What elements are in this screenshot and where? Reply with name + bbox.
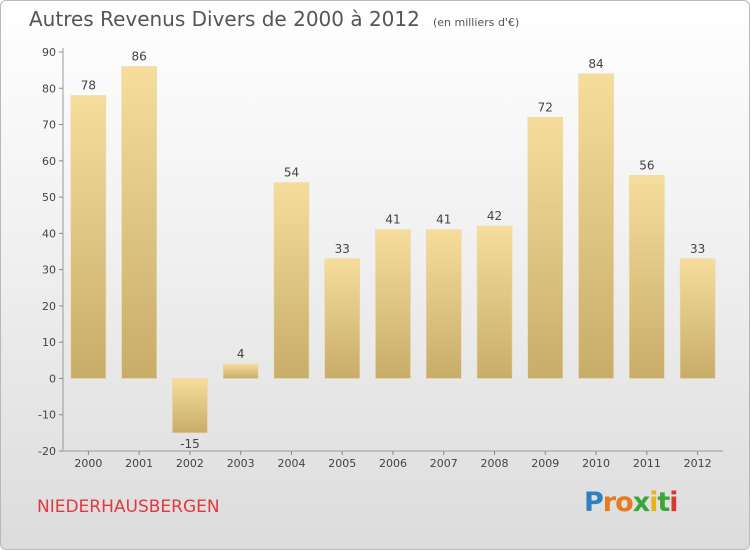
x-tick-label: 2003	[227, 457, 255, 470]
data-label: 56	[639, 158, 654, 172]
y-tick-label: 40	[42, 227, 56, 240]
y-tick-label: 0	[49, 372, 56, 385]
logo-letter: o	[615, 487, 634, 518]
data-label: -15	[180, 437, 200, 451]
bar	[324, 258, 360, 379]
y-tick-label: 90	[42, 46, 56, 59]
data-label: 41	[385, 213, 400, 227]
data-label: 4	[237, 347, 245, 361]
bar	[527, 117, 564, 379]
y-tick-label: 20	[42, 300, 56, 313]
logo-letter: x	[632, 487, 650, 518]
title-text: Autres Revenus Divers de 2000 à 2012	[29, 7, 420, 31]
data-label: 54	[284, 166, 299, 180]
y-tick-label: 60	[42, 155, 56, 168]
bar	[121, 66, 157, 379]
x-tick-label: 2004	[277, 457, 305, 470]
x-tick-label: 2000	[74, 457, 102, 470]
proxiti-logo: Proxiti	[584, 487, 679, 518]
logo-letter: i	[669, 487, 678, 518]
bar	[578, 73, 614, 379]
y-tick-label: 80	[42, 82, 56, 95]
x-tick-label: 2011	[633, 457, 661, 470]
data-label: 86	[132, 50, 147, 64]
bar	[375, 229, 411, 379]
x-tick-label: 2009	[531, 457, 559, 470]
data-label: 41	[436, 213, 451, 227]
x-tick-label: 2002	[176, 457, 204, 470]
bar	[426, 229, 462, 379]
bar	[70, 95, 107, 379]
x-tick-label: 2010	[582, 457, 610, 470]
logo-letter: i	[649, 487, 658, 518]
y-tick-label: 30	[42, 264, 56, 277]
x-tick-label: 2006	[379, 457, 407, 470]
logo-letter: t	[657, 487, 670, 518]
bar	[172, 378, 208, 434]
y-tick-label: -10	[38, 409, 56, 422]
x-tick-label: 2008	[481, 457, 509, 470]
logo-letter: r	[602, 487, 616, 518]
bar	[679, 258, 716, 379]
chart-title: Autres Revenus Divers de 2000 à 2012 (en…	[29, 7, 519, 31]
bar	[476, 225, 513, 379]
x-tick-label: 2007	[430, 457, 458, 470]
logo-letter: P	[584, 487, 604, 518]
data-label: 72	[538, 100, 553, 114]
data-label: 84	[588, 57, 603, 71]
x-tick-label: 2001	[125, 457, 153, 470]
data-label: 33	[335, 242, 350, 256]
data-label: 42	[487, 209, 502, 223]
data-label: 78	[81, 79, 96, 93]
x-tick-label: 2012	[684, 457, 712, 470]
bar	[222, 363, 259, 379]
data-label: 33	[690, 242, 705, 256]
y-tick-label: 50	[42, 191, 56, 204]
y-tick-label: -20	[38, 445, 56, 458]
y-tick-label: 10	[42, 336, 56, 349]
place-name: NIEDERHAUSBERGEN	[37, 497, 220, 517]
unit-note: (en milliers d'€)	[432, 16, 520, 29]
bar	[629, 175, 665, 379]
x-tick-label: 2005	[328, 457, 356, 470]
y-tick-label: 70	[42, 119, 56, 132]
bar	[273, 182, 310, 379]
